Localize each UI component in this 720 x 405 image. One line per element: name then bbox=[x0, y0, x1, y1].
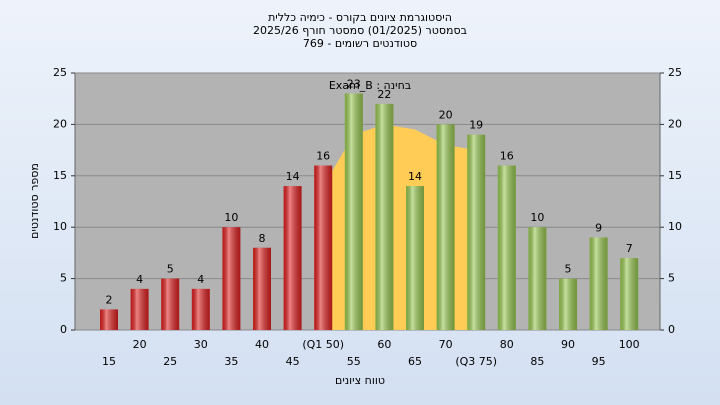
y-tick-label: 15 bbox=[53, 169, 67, 182]
bar-shine bbox=[100, 309, 118, 330]
value-label: 16 bbox=[500, 150, 514, 163]
value-label: 4 bbox=[136, 273, 143, 286]
x-tick-label: 40 bbox=[255, 338, 269, 351]
value-label: 9 bbox=[595, 221, 602, 234]
value-label: 8 bbox=[259, 232, 266, 245]
bar-shine bbox=[130, 288, 149, 330]
bar-shine bbox=[497, 165, 516, 330]
x-tick-label: 35 bbox=[224, 355, 238, 368]
x-tick-label: 65 bbox=[408, 355, 422, 368]
y-tick-label: 20 bbox=[53, 117, 67, 130]
bar-shine bbox=[253, 247, 271, 330]
value-label: 22 bbox=[377, 88, 391, 101]
bar-shine bbox=[314, 165, 333, 330]
x-tick-label: 15 bbox=[102, 355, 116, 368]
x-tick-label: (Q3 75) bbox=[455, 355, 497, 368]
x-tick-label: 95 bbox=[592, 355, 606, 368]
y-tick-label: 5 bbox=[60, 272, 67, 285]
bar-shine bbox=[589, 237, 608, 330]
value-label: 16 bbox=[316, 150, 330, 163]
bar-shine bbox=[283, 186, 302, 330]
x-tick-label: 55 bbox=[347, 355, 361, 368]
bar-shine bbox=[467, 134, 486, 330]
annotation: בחינה : Exam_B bbox=[329, 79, 411, 92]
value-label: 20 bbox=[439, 108, 453, 121]
y2-tick-label: 15 bbox=[668, 169, 682, 182]
chart-subtitle: סטודנטים רשומים - 769 bbox=[303, 37, 417, 50]
chart-title: היסטוגרמת ציונים בקורס - כימיה כללית bbox=[268, 11, 452, 24]
bar-shine bbox=[620, 258, 639, 330]
bar-shine bbox=[528, 227, 547, 330]
bar-shine bbox=[375, 103, 394, 330]
value-label: 5 bbox=[167, 263, 174, 276]
y-tick-label: 10 bbox=[53, 220, 67, 233]
bar-shine bbox=[344, 93, 363, 330]
value-label: 4 bbox=[197, 273, 204, 286]
bar-shine bbox=[406, 186, 424, 330]
value-label: 14 bbox=[408, 170, 422, 183]
x-tick-label: 100 bbox=[619, 338, 640, 351]
y-axis-label: מספר סטודנטים bbox=[28, 163, 41, 239]
value-label: 23 bbox=[347, 78, 361, 91]
y2-tick-label: 20 bbox=[668, 117, 682, 130]
y-tick-label: 0 bbox=[60, 323, 67, 336]
value-label: 10 bbox=[224, 211, 238, 224]
bar-shine bbox=[191, 288, 210, 330]
value-label: 7 bbox=[626, 242, 633, 255]
value-label: 10 bbox=[530, 211, 544, 224]
bar-shine bbox=[559, 278, 577, 330]
y2-tick-label: 10 bbox=[668, 220, 682, 233]
x-tick-label: 60 bbox=[377, 338, 391, 351]
value-label: 5 bbox=[565, 263, 572, 276]
x-tick-label: 90 bbox=[561, 338, 575, 351]
x-tick-label: (Q1 50) bbox=[302, 338, 344, 351]
bar-shine bbox=[222, 227, 241, 330]
bar-shine bbox=[161, 278, 180, 330]
y-tick-label: 25 bbox=[53, 66, 67, 79]
x-tick-label: 45 bbox=[286, 355, 300, 368]
value-label: 19 bbox=[469, 119, 483, 132]
x-tick-label: 20 bbox=[133, 338, 147, 351]
x-tick-label: 25 bbox=[163, 355, 177, 368]
x-tick-label: 30 bbox=[194, 338, 208, 351]
value-label: 2 bbox=[106, 293, 113, 306]
x-tick-label: 70 bbox=[439, 338, 453, 351]
y2-tick-label: 5 bbox=[668, 272, 675, 285]
y2-tick-label: 0 bbox=[668, 323, 675, 336]
x-tick-label: 85 bbox=[530, 355, 544, 368]
chart-subtitle: בסמסטר (01/2025) סמסטר חורף 2025/26 bbox=[253, 24, 467, 37]
bar-shine bbox=[436, 124, 455, 331]
x-tick-label: 80 bbox=[500, 338, 514, 351]
x-axis-label: טווח ציונים bbox=[335, 374, 385, 387]
value-label: 14 bbox=[286, 170, 300, 183]
y2-tick-label: 25 bbox=[668, 66, 682, 79]
